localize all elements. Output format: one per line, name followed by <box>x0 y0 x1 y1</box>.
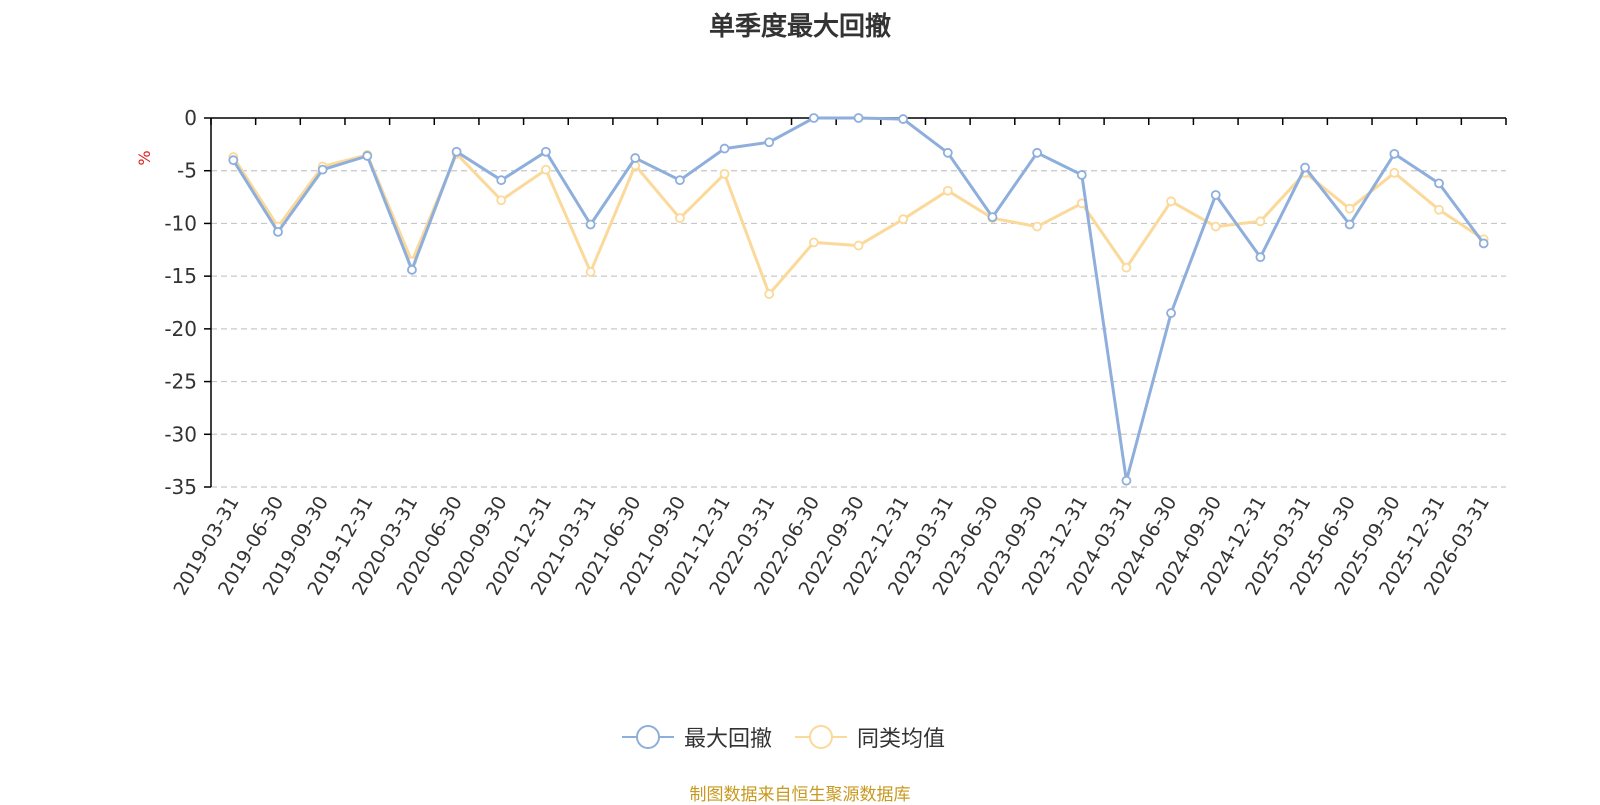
series-peer-average <box>229 150 1487 298</box>
data-point <box>1078 171 1086 179</box>
data-point <box>587 220 595 228</box>
data-point <box>274 228 282 236</box>
y-axis-unit-label: % <box>135 150 154 165</box>
legend-marker-icon <box>622 720 674 754</box>
legend: 最大回撤 同类均值 <box>0 720 1600 760</box>
data-point <box>1256 253 1264 261</box>
data-point <box>453 148 461 156</box>
data-point <box>408 266 416 274</box>
data-point <box>899 115 907 123</box>
y-tick-label: 0 <box>184 106 197 130</box>
data-point <box>1167 197 1175 205</box>
data-point <box>721 170 729 178</box>
data-point <box>855 242 863 250</box>
legend-item-max-drawdown[interactable]: 最大回撤 <box>622 720 772 754</box>
data-point <box>810 114 818 122</box>
data-point <box>944 187 952 195</box>
data-point <box>1390 169 1398 177</box>
data-point <box>497 196 505 204</box>
data-point <box>676 176 684 184</box>
data-point <box>1033 223 1041 231</box>
y-tick-label: -35 <box>164 475 197 499</box>
data-point <box>1256 217 1264 225</box>
data-point <box>319 166 327 174</box>
data-point <box>988 213 996 221</box>
data-point <box>1122 264 1130 272</box>
series-line <box>233 118 1483 481</box>
data-point <box>676 214 684 222</box>
data-point <box>631 154 639 162</box>
data-point <box>1346 205 1354 213</box>
legend-marker-icon <box>795 720 847 754</box>
data-point <box>1033 149 1041 157</box>
legend-item-peer-average[interactable]: 同类均值 <box>795 720 945 754</box>
data-point <box>229 156 237 164</box>
data-point <box>1390 150 1398 158</box>
data-point <box>765 290 773 298</box>
data-point <box>1480 239 1488 247</box>
data-point <box>1435 206 1443 214</box>
source-note: 制图数据来自恒生聚源数据库 <box>0 780 1600 805</box>
y-tick-label: -10 <box>164 211 197 235</box>
y-tick-label: -25 <box>164 370 197 394</box>
data-point <box>497 176 505 184</box>
data-point <box>1212 223 1220 231</box>
y-tick-label: -5 <box>177 159 197 183</box>
data-point <box>944 149 952 157</box>
data-point <box>810 238 818 246</box>
data-point <box>721 145 729 153</box>
data-point <box>363 152 371 160</box>
y-tick-label: -20 <box>164 317 197 341</box>
legend-label-peer-average: 同类均值 <box>857 721 945 753</box>
data-point <box>1301 164 1309 172</box>
legend-label-max-drawdown: 最大回撤 <box>684 721 772 753</box>
y-tick-label: -15 <box>164 264 197 288</box>
data-point <box>1122 477 1130 485</box>
data-point <box>855 114 863 122</box>
y-tick-label: -30 <box>164 422 197 446</box>
data-point <box>542 148 550 156</box>
data-point <box>1346 220 1354 228</box>
series-max-drawdown <box>229 114 1487 485</box>
data-point <box>899 215 907 223</box>
data-point <box>1212 191 1220 199</box>
series-layer <box>229 114 1487 485</box>
data-point <box>542 166 550 174</box>
data-point <box>1167 309 1175 317</box>
grid-lines <box>211 171 1506 487</box>
data-point <box>1435 179 1443 187</box>
data-point <box>765 138 773 146</box>
data-point <box>587 268 595 276</box>
axes: 0-5-10-15-20-25-30-352019-03-312019-06-3… <box>164 106 1506 599</box>
